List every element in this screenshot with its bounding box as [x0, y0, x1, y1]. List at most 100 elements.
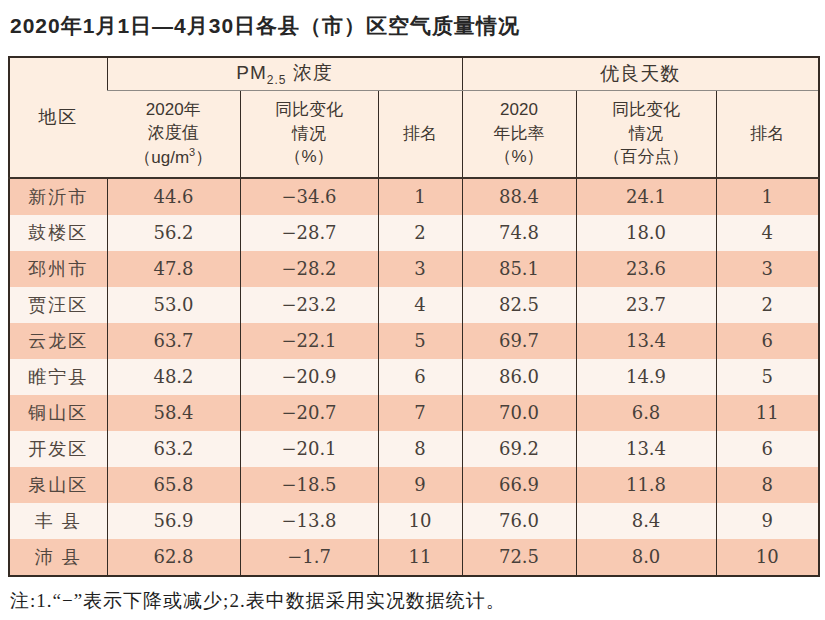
unit-suffix: ） [195, 148, 212, 167]
value-cell: 63.7 [107, 323, 240, 359]
value-cell: 13.4 [576, 323, 716, 359]
value-cell: 6 [378, 359, 462, 395]
header-ratio-line2: 年比率 [463, 122, 576, 145]
value-cell: 66.9 [462, 467, 576, 503]
header-ratio-change-line3: （百分点） [577, 145, 716, 168]
region-cell: 沛 县 [9, 539, 107, 576]
value-cell: 6 [716, 323, 819, 359]
value-cell: 10 [716, 539, 819, 576]
value-cell: 2 [716, 287, 819, 323]
value-cell: 5 [378, 323, 462, 359]
page: 2020年1月1日—4月30日各县（市）区空气质量情况 地区 PM2.5 浓度 … [0, 0, 825, 614]
value-cell: 4 [716, 215, 819, 251]
region-cell: 鼓楼区 [9, 215, 107, 251]
value-cell: 14.9 [576, 359, 716, 395]
value-cell: 6 [716, 431, 819, 467]
value-cell: 8 [716, 467, 819, 503]
air-quality-table: 地区 PM2.5 浓度 优良天数 2020年 浓度值 （ug/m3） 同比变化 … [8, 56, 820, 577]
value-cell: 11 [716, 395, 819, 431]
table-body: 新沂市44.6−34.6188.424.11鼓楼区56.2−28.7274.81… [9, 178, 819, 576]
table-row: 鼓楼区56.2−28.7274.818.04 [9, 215, 819, 251]
value-cell: 8.4 [576, 503, 716, 539]
value-cell: 18.0 [576, 215, 716, 251]
header-ratio-change: 同比变化 情况 （百分点） [576, 90, 716, 178]
table-row: 云龙区63.7−22.1569.713.46 [9, 323, 819, 359]
value-cell: 53.0 [107, 287, 240, 323]
table-row: 沛 县62.8−1.71172.58.010 [9, 539, 819, 576]
value-cell: −22.1 [240, 323, 378, 359]
value-cell: −28.2 [240, 251, 378, 287]
pm25-label-suffix: 浓度 [286, 62, 332, 83]
region-cell: 云龙区 [9, 323, 107, 359]
value-cell: 58.4 [107, 395, 240, 431]
value-cell: 1 [378, 178, 462, 215]
value-cell: 23.7 [576, 287, 716, 323]
header-ratio-line3: （%） [463, 145, 576, 168]
value-cell: 9 [378, 467, 462, 503]
value-cell: 82.5 [462, 287, 576, 323]
table-header: 地区 PM2.5 浓度 优良天数 2020年 浓度值 （ug/m3） 同比变化 … [9, 57, 819, 178]
page-title: 2020年1月1日—4月30日各县（市）区空气质量情况 [10, 12, 818, 40]
value-cell: 11.8 [576, 467, 716, 503]
header-ratio-line1: 2020 [463, 98, 576, 121]
header-conc-change: 同比变化 情况 （%） [240, 90, 378, 178]
table-row: 睢宁县48.2−20.9686.014.95 [9, 359, 819, 395]
value-cell: 85.1 [462, 251, 576, 287]
header-concentration: 2020年 浓度值 （ug/m3） [107, 90, 240, 178]
region-cell: 开发区 [9, 431, 107, 467]
value-cell: 69.2 [462, 431, 576, 467]
value-cell: 9 [716, 503, 819, 539]
header-concentration-line1: 2020年 [107, 98, 240, 121]
value-cell: 74.8 [462, 215, 576, 251]
value-cell: 10 [378, 503, 462, 539]
value-cell: 47.8 [107, 251, 240, 287]
value-cell: 3 [378, 251, 462, 287]
header-gooddays-group: 优良天数 [462, 57, 819, 90]
value-cell: 56.9 [107, 503, 240, 539]
region-cell: 丰 县 [9, 503, 107, 539]
value-cell: 44.6 [107, 178, 240, 215]
table-row: 开发区63.2−20.1869.213.46 [9, 431, 819, 467]
value-cell: −20.1 [240, 431, 378, 467]
header-ratio-change-line2: 情况 [577, 122, 716, 145]
value-cell: 11 [378, 539, 462, 576]
header-rank-pm25: 排名 [378, 90, 462, 178]
header-region: 地区 [9, 57, 107, 178]
value-cell: −20.7 [240, 395, 378, 431]
value-cell: 24.1 [576, 178, 716, 215]
value-cell: 56.2 [107, 215, 240, 251]
value-cell: −28.7 [240, 215, 378, 251]
value-cell: 63.2 [107, 431, 240, 467]
table-row: 丰 县56.9−13.81076.08.49 [9, 503, 819, 539]
table-row: 邳州市47.8−28.2385.123.63 [9, 251, 819, 287]
header-concentration-line2: 浓度值 [107, 121, 240, 144]
region-cell: 铜山区 [9, 395, 107, 431]
header-ratio-change-line1: 同比变化 [577, 98, 716, 121]
header-group-row: 地区 PM2.5 浓度 优良天数 [9, 57, 819, 90]
region-cell: 邳州市 [9, 251, 107, 287]
value-cell: 4 [378, 287, 462, 323]
header-ratio: 2020 年比率 （%） [462, 90, 576, 178]
value-cell: 72.5 [462, 539, 576, 576]
value-cell: −18.5 [240, 467, 378, 503]
table-row: 新沂市44.6−34.6188.424.11 [9, 178, 819, 215]
pm25-label-subscript: 2.5 [267, 73, 287, 87]
region-cell: 睢宁县 [9, 359, 107, 395]
value-cell: −1.7 [240, 539, 378, 576]
footnote: 注:1.“−”表示下降或减少;2.表中数据采用实况数据统计。 [10, 588, 818, 614]
value-cell: −13.8 [240, 503, 378, 539]
value-cell: 3 [716, 251, 819, 287]
header-concentration-line3: （ug/m3） [107, 145, 240, 169]
value-cell: 70.0 [462, 395, 576, 431]
value-cell: 13.4 [576, 431, 716, 467]
header-conc-change-line1: 同比变化 [241, 98, 378, 121]
header-conc-change-line2: 情况 [241, 122, 378, 145]
region-cell: 贾汪区 [9, 287, 107, 323]
value-cell: 2 [378, 215, 462, 251]
value-cell: 8 [378, 431, 462, 467]
value-cell: 69.7 [462, 323, 576, 359]
value-cell: −20.9 [240, 359, 378, 395]
value-cell: 76.0 [462, 503, 576, 539]
header-pm25-group: PM2.5 浓度 [107, 57, 462, 90]
table-row: 贾汪区53.0−23.2482.523.72 [9, 287, 819, 323]
